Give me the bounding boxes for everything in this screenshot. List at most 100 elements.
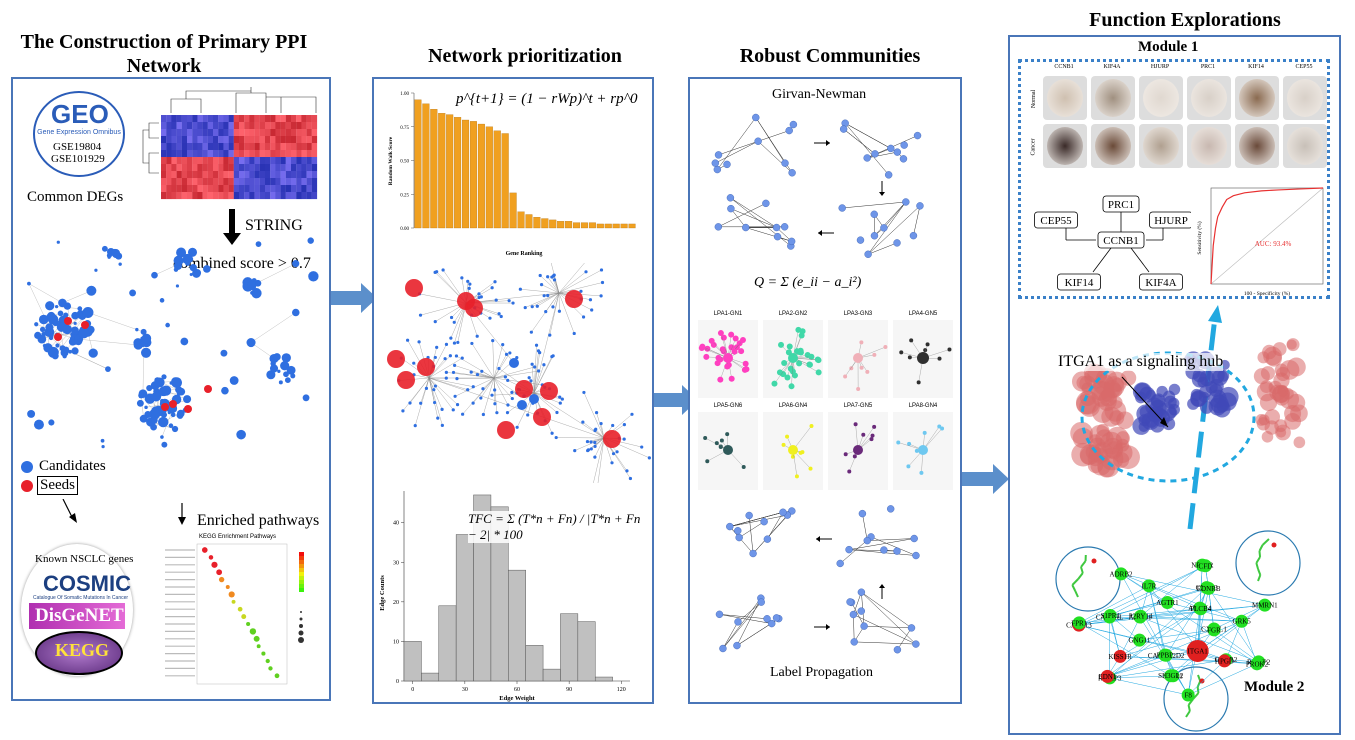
kegg-logo-text: KEGG bbox=[55, 640, 110, 660]
candidate-node bbox=[141, 347, 152, 358]
heatmap-cell bbox=[285, 164, 292, 172]
heatmap-cell bbox=[254, 129, 260, 137]
heatmap-cell bbox=[291, 136, 297, 144]
random-walk-chart: 0.00 0.25 0.50 0.75 1.00 Random Walk Score Gen… bbox=[388, 92, 636, 257]
heatmap-cell bbox=[301, 171, 307, 179]
heatmap-cell bbox=[166, 136, 172, 144]
heatmap-cell bbox=[161, 115, 167, 123]
heatmap-cell bbox=[197, 136, 203, 144]
heatmap-cell bbox=[171, 164, 177, 172]
prio-candidate-node bbox=[526, 413, 530, 417]
ihc-tissue-image bbox=[1235, 76, 1279, 120]
candidate-node bbox=[220, 349, 228, 357]
heatmap-cell bbox=[280, 171, 286, 179]
gene-net-edge bbox=[1205, 565, 1215, 630]
gn-graph-node bbox=[773, 232, 782, 241]
heatmap-cell bbox=[207, 157, 214, 165]
heatmap-cell bbox=[311, 150, 318, 158]
heatmap-cell bbox=[202, 115, 208, 123]
prio-candidate-node bbox=[401, 409, 405, 413]
heatmap-cell bbox=[249, 143, 255, 151]
prio-seed-node bbox=[497, 421, 515, 439]
heatmap-cell bbox=[291, 192, 297, 200]
heatmap-cell bbox=[254, 171, 260, 179]
heatmap-cell bbox=[207, 115, 214, 123]
hub-node: CEP55 bbox=[1040, 215, 1072, 227]
prio-candidate-node bbox=[413, 424, 417, 428]
heatmap-cell bbox=[218, 143, 224, 151]
gene-net-edge bbox=[1148, 585, 1166, 656]
hist-bar bbox=[525, 645, 544, 682]
gene-node-label: P2RY14 bbox=[1129, 613, 1153, 621]
protein-blob-red bbox=[1274, 419, 1288, 433]
lp-graph-edge bbox=[864, 625, 912, 629]
prio-edge bbox=[428, 358, 463, 379]
prio-candidate-node bbox=[622, 437, 626, 441]
prio-candidate-node bbox=[436, 416, 440, 420]
prio-candidate-node bbox=[467, 286, 471, 290]
prio-edge bbox=[533, 364, 545, 394]
ligand-bond bbox=[1196, 686, 1200, 694]
seed-node bbox=[54, 333, 62, 341]
heatmap-cell bbox=[291, 178, 297, 186]
itga1-pointer bbox=[1121, 376, 1169, 428]
function-explorations-panel: Module 1 Normal Cancer CCNB1 KIF4A HJURP PRC1… bbox=[1008, 35, 1341, 735]
prio-candidate-node bbox=[622, 423, 627, 427]
gn-graph-node bbox=[723, 160, 731, 169]
heatmap-cell bbox=[280, 136, 286, 144]
heatmap-cell bbox=[311, 171, 318, 179]
prio-candidate-node bbox=[443, 357, 447, 361]
heatmap-cell bbox=[265, 150, 271, 158]
rw-bar bbox=[628, 223, 636, 229]
hub-node-box bbox=[1057, 273, 1101, 291]
heatmap-cell bbox=[239, 171, 245, 179]
heatmap-cell bbox=[280, 192, 286, 200]
heatmap-cell bbox=[233, 171, 240, 179]
candidate-node bbox=[151, 391, 162, 402]
heatmap-cell bbox=[218, 164, 224, 172]
gn-graph-edge bbox=[718, 203, 766, 228]
candidate-node bbox=[94, 268, 98, 272]
candidate-node bbox=[38, 314, 49, 325]
community-node bbox=[906, 464, 911, 469]
heatmap-cell bbox=[239, 136, 245, 144]
heatmap-cell bbox=[265, 143, 271, 151]
prio-edge bbox=[471, 343, 495, 379]
heatmap-cell bbox=[202, 185, 208, 193]
heatmap-cell bbox=[244, 136, 250, 144]
community-graph bbox=[698, 412, 758, 490]
ihc-tissue-image bbox=[1283, 76, 1327, 120]
lp-graph-node bbox=[910, 534, 918, 543]
heatmap-cell bbox=[306, 157, 312, 165]
enriched-down-arrow bbox=[178, 503, 186, 525]
module2-label: Module 2 bbox=[1244, 679, 1305, 695]
heatmap-cell bbox=[213, 150, 219, 158]
prio-candidate-node bbox=[505, 411, 510, 415]
community-node bbox=[785, 434, 790, 439]
ligand-bond bbox=[1080, 566, 1084, 574]
heatmap-cell bbox=[228, 115, 234, 123]
module1-label: Module 1 bbox=[1138, 39, 1199, 55]
gn-graph-node bbox=[780, 223, 789, 231]
panel4-title: Function Explorations bbox=[1089, 9, 1281, 31]
prio-edge bbox=[428, 355, 451, 379]
candidate-node bbox=[34, 322, 39, 327]
heatmap-cell bbox=[181, 157, 188, 165]
rw-bar bbox=[604, 223, 612, 229]
community-cell: LPA4-GN5 bbox=[893, 311, 953, 399]
community-node bbox=[795, 326, 802, 333]
community-label: LPA1-GN1 bbox=[713, 311, 743, 317]
heatmap-cell bbox=[270, 164, 276, 172]
seed-node bbox=[184, 405, 192, 413]
seed-node bbox=[161, 403, 169, 411]
gene-net-edge bbox=[1107, 650, 1199, 677]
protein-blob-red bbox=[1286, 339, 1297, 350]
heatmap-cell bbox=[239, 192, 245, 200]
prio-edge bbox=[590, 437, 605, 443]
heatmap-cell bbox=[192, 122, 198, 130]
prio-candidate-node bbox=[593, 428, 597, 433]
hub-center-node: CCNB1 bbox=[1103, 235, 1138, 247]
dotplot-colorbar bbox=[299, 560, 304, 564]
heatmap-cell bbox=[311, 185, 318, 193]
heatmap-cell bbox=[265, 157, 271, 165]
